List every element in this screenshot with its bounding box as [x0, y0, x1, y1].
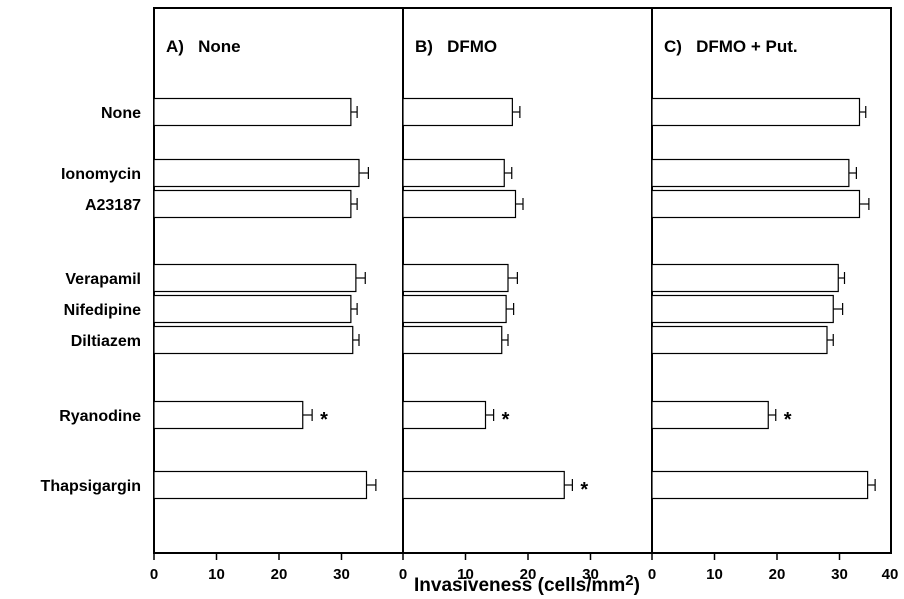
x-axis-tick-labels: 0 10 20 30 0 10 20 30 0 10 20 30 40	[150, 566, 899, 583]
significance-marker: *	[580, 479, 588, 501]
bar	[153, 189, 352, 219]
panel-2: B) DFMO * *	[402, 7, 653, 560]
panel-title: A) None	[166, 37, 241, 56]
x-tick-label: 10	[457, 566, 474, 583]
panel-title: C) DFMO + Put.	[664, 37, 798, 56]
bar	[402, 158, 505, 188]
bar	[153, 263, 357, 293]
significance-marker: *	[320, 409, 328, 431]
bar	[651, 97, 861, 127]
significance-marker: *	[784, 409, 792, 431]
x-tick-label: 0	[648, 566, 656, 583]
bar	[402, 470, 565, 500]
x-tick-label: 30	[582, 566, 599, 583]
bar	[402, 325, 503, 355]
bar	[651, 294, 834, 324]
bar	[153, 158, 360, 188]
bar	[153, 294, 352, 324]
x-tick-label: 0	[150, 566, 158, 583]
bar	[651, 158, 850, 188]
bar	[402, 189, 517, 219]
bar	[153, 325, 354, 355]
category-label: Diltiazem	[71, 333, 141, 350]
x-tick-label: 20	[769, 566, 786, 583]
bar	[402, 400, 487, 430]
x-tick-label: 30	[831, 566, 848, 583]
x-tick-label: 10	[706, 566, 723, 583]
category-label: Verapamil	[65, 271, 141, 288]
bar	[651, 189, 861, 219]
category-label: Nifedipine	[64, 302, 141, 319]
category-label: Thapsigargin	[41, 478, 141, 495]
panel-title: B) DFMO	[415, 37, 497, 56]
panels-layer: A) None * B) DFMO * * C) DFMO + Put. *	[153, 7, 892, 560]
bar	[153, 400, 304, 430]
bar	[402, 97, 513, 127]
bar	[651, 400, 769, 430]
significance-marker: *	[502, 409, 510, 431]
bar	[651, 263, 839, 293]
x-tick-label: 10	[208, 566, 225, 583]
bar	[402, 294, 507, 324]
x-tick-label: 40	[882, 566, 899, 583]
x-tick-label: 20	[271, 566, 288, 583]
bar	[651, 470, 869, 500]
x-tick-label: 30	[333, 566, 350, 583]
panel-3: C) DFMO + Put. *	[651, 7, 892, 560]
bar	[153, 470, 368, 500]
category-label: Ionomycin	[61, 166, 141, 183]
x-tick-label: 0	[399, 566, 407, 583]
x-axis-title: Invasiveness (cells/mm2)	[414, 572, 640, 596]
bar	[402, 263, 509, 293]
category-label: Ryanodine	[59, 408, 141, 425]
bar	[153, 97, 352, 127]
panel-1: A) None *	[153, 7, 404, 560]
category-label: None	[101, 105, 141, 122]
category-label: A23187	[85, 197, 141, 214]
x-tick-label: 20	[520, 566, 537, 583]
category-labels: None Ionomycin A23187 Verapamil Nifedipine Di…	[41, 105, 142, 495]
bar	[651, 325, 828, 355]
